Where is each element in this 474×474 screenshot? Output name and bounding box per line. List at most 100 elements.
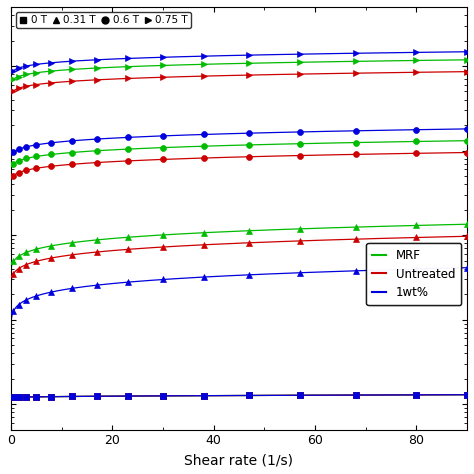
Point: [93, 392, 101, 400]
Point: [124, 234, 131, 241]
Point: [15, 393, 22, 401]
Point: [48, 151, 55, 158]
Point: [93, 236, 101, 244]
Point: [68, 77, 75, 85]
Point: [22, 393, 30, 401]
Point: [48, 163, 55, 170]
Point: [200, 273, 207, 281]
Point: [463, 220, 471, 228]
Point: [296, 152, 304, 159]
Point: [68, 251, 75, 259]
Point: [463, 391, 471, 399]
Point: [33, 292, 40, 300]
Point: [200, 241, 207, 248]
Point: [463, 391, 471, 399]
Point: [352, 49, 359, 57]
Point: [412, 126, 420, 134]
Point: [200, 392, 207, 400]
Point: [9, 172, 17, 180]
Point: [33, 69, 40, 77]
Point: [412, 57, 420, 64]
Point: [463, 125, 471, 133]
Point: [296, 140, 304, 147]
Point: [9, 393, 17, 401]
Point: [352, 69, 359, 77]
Point: [93, 147, 101, 155]
Point: [124, 134, 131, 141]
Point: [463, 68, 471, 75]
Point: [93, 159, 101, 166]
Point: [9, 393, 17, 401]
Point: [124, 146, 131, 153]
Point: [296, 50, 304, 58]
Point: [200, 52, 207, 60]
Point: [9, 67, 17, 74]
Point: [352, 127, 359, 135]
Point: [93, 392, 101, 400]
Point: [124, 63, 131, 71]
Point: [124, 75, 131, 82]
Point: [124, 392, 131, 400]
Point: [463, 48, 471, 55]
Point: [68, 392, 75, 400]
Point: [463, 56, 471, 64]
Point: [9, 160, 17, 168]
Point: [33, 246, 40, 253]
Point: [68, 284, 75, 292]
Point: [159, 132, 167, 140]
Point: [9, 307, 17, 315]
Point: [22, 143, 30, 151]
Point: [15, 393, 22, 401]
Point: [48, 393, 55, 401]
Point: [9, 393, 17, 401]
Point: [22, 166, 30, 174]
Point: [15, 169, 22, 176]
Point: [159, 392, 167, 400]
Point: [68, 137, 75, 145]
Point: [48, 393, 55, 401]
Point: [412, 222, 420, 229]
Point: [15, 84, 22, 92]
Legend: MRF, Untreated, 1wt%: MRF, Untreated, 1wt%: [366, 243, 461, 305]
Point: [200, 392, 207, 400]
Point: [352, 223, 359, 231]
Point: [412, 391, 420, 399]
Point: [48, 139, 55, 146]
Point: [22, 249, 30, 256]
Point: [246, 227, 253, 235]
Point: [296, 392, 304, 399]
Point: [124, 55, 131, 62]
Point: [159, 155, 167, 163]
Point: [412, 69, 420, 76]
Point: [352, 151, 359, 158]
Point: [296, 58, 304, 66]
Point: [93, 248, 101, 256]
Point: [463, 391, 471, 399]
Point: [22, 296, 30, 304]
Point: [246, 141, 253, 149]
Point: [48, 288, 55, 296]
Point: [15, 393, 22, 401]
Point: [93, 135, 101, 143]
Point: [22, 71, 30, 78]
Point: [33, 257, 40, 265]
Point: [124, 246, 131, 253]
Point: [9, 75, 17, 83]
Point: [159, 62, 167, 69]
Point: [15, 64, 22, 72]
Point: [246, 392, 253, 399]
Point: [352, 391, 359, 399]
Point: [22, 62, 30, 70]
Point: [48, 79, 55, 87]
Point: [33, 153, 40, 160]
Point: [296, 70, 304, 78]
Point: [33, 141, 40, 149]
Point: [48, 59, 55, 66]
Point: [15, 73, 22, 80]
Point: [22, 393, 30, 401]
Point: [159, 144, 167, 151]
Point: [93, 392, 101, 400]
Point: [33, 81, 40, 88]
Point: [296, 392, 304, 399]
Point: [33, 61, 40, 68]
